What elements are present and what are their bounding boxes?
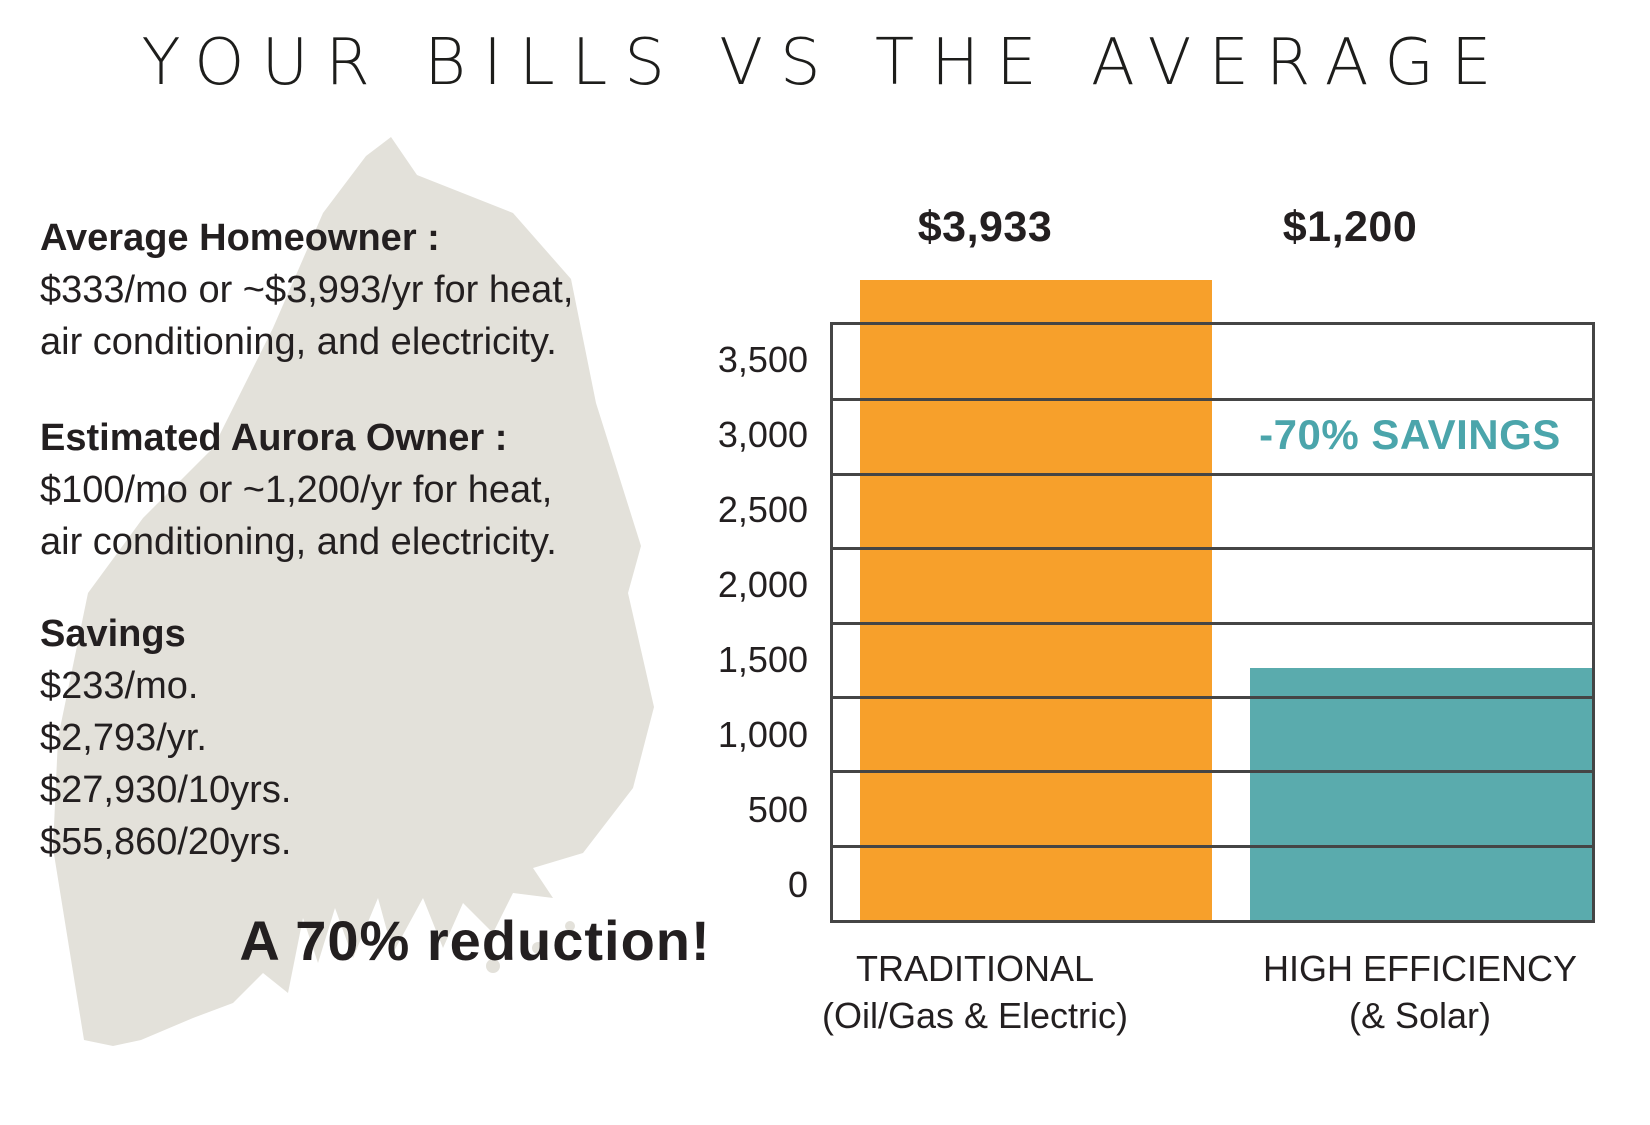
aurora-owner-block: Estimated Aurora Owner : $100/mo or ~1,2… [40,412,557,568]
x-axis-label-traditional: TRADITIONAL (Oil/Gas & Electric) [775,945,1175,1039]
aurora-owner-heading: Estimated Aurora Owner : [40,417,508,459]
coastal-island-icon [532,942,544,954]
y-axis-label-500: 500 [747,789,808,830]
aurora-owner-line1: $100/mo or ~1,200/yr for heat, [40,469,553,511]
savings-yearly: $2,793/yr. [40,717,207,759]
x-axis-label-high-efficiency-line2: (& Solar) [1348,995,1492,1036]
coastal-island-icon [486,959,500,973]
savings-monthly: $233/mo. [40,665,199,707]
average-homeowner-line1: $333/mo or ~$3,993/yr for heat, [40,269,574,311]
aurora-owner-line2: air conditioning, and electricity. [40,521,557,563]
bar-high-efficiency [1250,668,1595,923]
y-axis-label-1000: 1,000 [717,714,808,755]
y-axis-label-2500: 2,500 [717,489,808,530]
y-axis-label-3500: 3,500 [717,339,808,380]
bar-value-label-high-efficiency: $1,200 [1282,203,1418,251]
bar-value-label-traditional: $3,933 [917,203,1053,251]
coastal-island-icon [565,921,575,931]
y-axis-label-0: 0 [787,864,808,905]
x-axis-label-traditional-line1: TRADITIONAL [855,948,1095,989]
average-homeowner-block: Average Homeowner : $333/mo or ~$3,993/y… [40,212,573,368]
savings-block: Savings $233/mo. $2,793/yr. $27,930/10yr… [40,608,291,868]
maine-map-silhouette [53,137,654,1046]
y-axis-label-1500: 1,500 [717,639,808,680]
y-axis-label-3000: 3,000 [717,414,808,455]
average-homeowner-line2: air conditioning, and electricity. [40,321,557,363]
x-axis-label-high-efficiency-line1: HIGH EFFICIENCY [1262,948,1577,989]
page-title: YOUR BILLS VS THE AVERAGE [141,26,1509,100]
y-axis-label-2000: 2,000 [717,564,808,605]
maine-outline [53,137,654,1046]
average-homeowner-heading: Average Homeowner : [40,217,440,259]
savings-10yr: $27,930/10yrs. [40,769,292,811]
savings-annotation: -70% SAVINGS [1259,411,1561,458]
x-axis-label-high-efficiency: HIGH EFFICIENCY (& Solar) [1220,945,1620,1039]
maine-map [48,128,663,1053]
x-axis-label-traditional-line2: (Oil/Gas & Electric) [821,995,1129,1036]
bar-traditional [860,280,1212,923]
savings-20yr: $55,860/20yrs. [40,821,292,863]
savings-heading: Savings [40,613,186,655]
reduction-note: A 70% reduction! [239,909,711,972]
